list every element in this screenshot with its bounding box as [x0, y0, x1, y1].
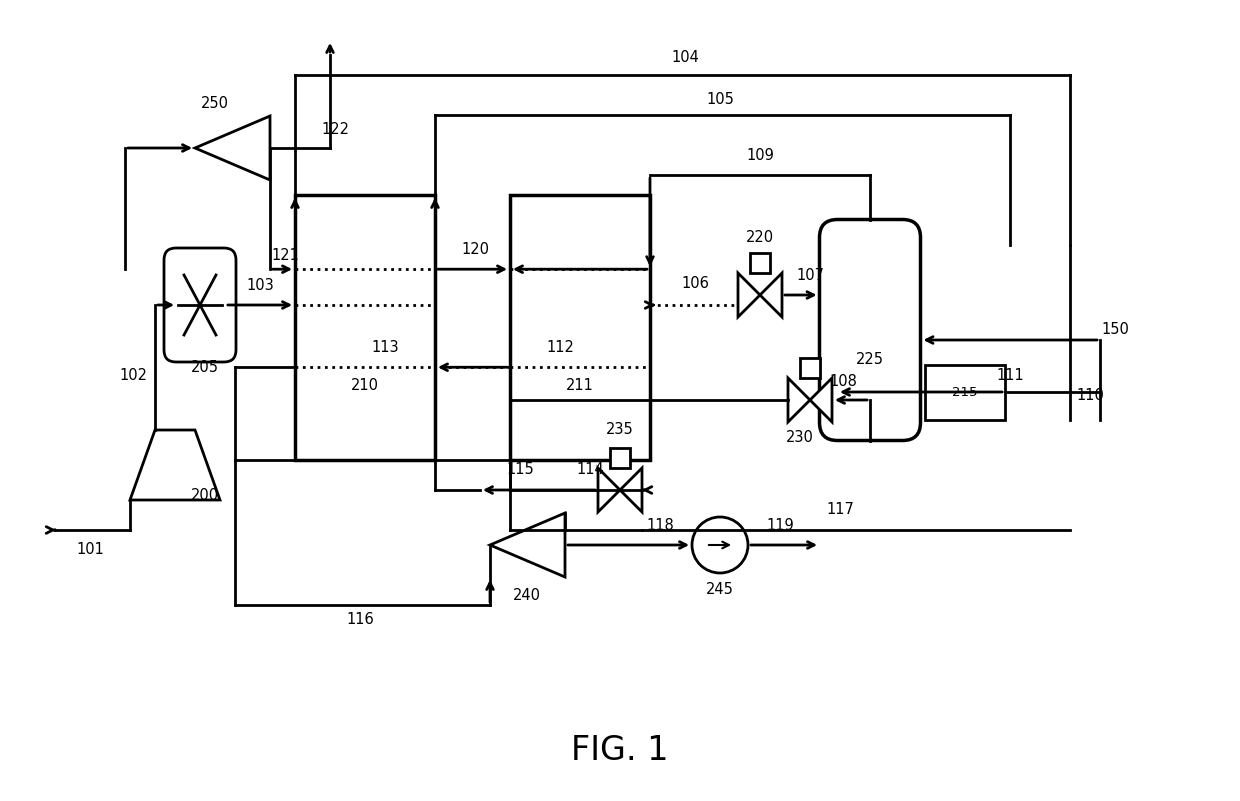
Text: 103: 103 [246, 277, 274, 292]
Bar [295, 195, 435, 460]
Text: 118: 118 [646, 517, 673, 533]
Text: 250: 250 [201, 95, 229, 111]
Text: 150: 150 [1101, 323, 1128, 337]
Polygon shape [810, 378, 832, 422]
Text: FIG. 1: FIG. 1 [572, 734, 668, 767]
Polygon shape [195, 116, 270, 180]
Polygon shape [130, 430, 219, 500]
Polygon shape [760, 273, 782, 317]
Text: 205: 205 [191, 360, 219, 375]
Text: 116: 116 [346, 613, 374, 627]
Text: 106: 106 [681, 276, 709, 291]
Text: 245: 245 [706, 582, 734, 598]
Text: 111: 111 [996, 368, 1024, 384]
Text: 114: 114 [577, 462, 604, 477]
Polygon shape [490, 513, 565, 577]
Text: 120: 120 [461, 243, 489, 257]
Polygon shape [787, 378, 810, 422]
Text: 101: 101 [76, 542, 104, 557]
Text: 235: 235 [606, 422, 634, 437]
Text: 200: 200 [191, 488, 219, 502]
Text: 104: 104 [671, 50, 699, 66]
Polygon shape [738, 273, 760, 317]
Text: 119: 119 [766, 517, 794, 533]
Text: 107: 107 [796, 268, 825, 283]
FancyBboxPatch shape [820, 219, 920, 441]
Text: 210: 210 [351, 378, 379, 393]
Text: 105: 105 [706, 92, 734, 107]
Text: 102: 102 [119, 368, 148, 383]
Text: 211: 211 [567, 378, 594, 393]
Polygon shape [620, 468, 642, 512]
Text: 115: 115 [506, 462, 534, 477]
Text: 230: 230 [786, 429, 813, 445]
Polygon shape [598, 468, 620, 512]
Text: 225: 225 [856, 352, 884, 368]
Text: 113: 113 [371, 340, 399, 356]
Bar [610, 448, 630, 468]
Text: 121: 121 [272, 248, 299, 263]
Text: 220: 220 [746, 231, 774, 245]
Bar [925, 365, 1004, 420]
Text: 108: 108 [830, 375, 857, 389]
Text: 215: 215 [952, 386, 978, 399]
Text: 112: 112 [546, 340, 574, 356]
Text: 240: 240 [513, 587, 541, 602]
Bar [510, 195, 650, 460]
Circle shape [692, 517, 748, 573]
Bar [800, 358, 820, 378]
Text: 122: 122 [321, 123, 348, 138]
Text: 109: 109 [746, 147, 774, 163]
FancyBboxPatch shape [164, 248, 236, 362]
Text: 110: 110 [1076, 388, 1104, 402]
Text: 117: 117 [826, 502, 854, 517]
Bar [750, 253, 770, 273]
